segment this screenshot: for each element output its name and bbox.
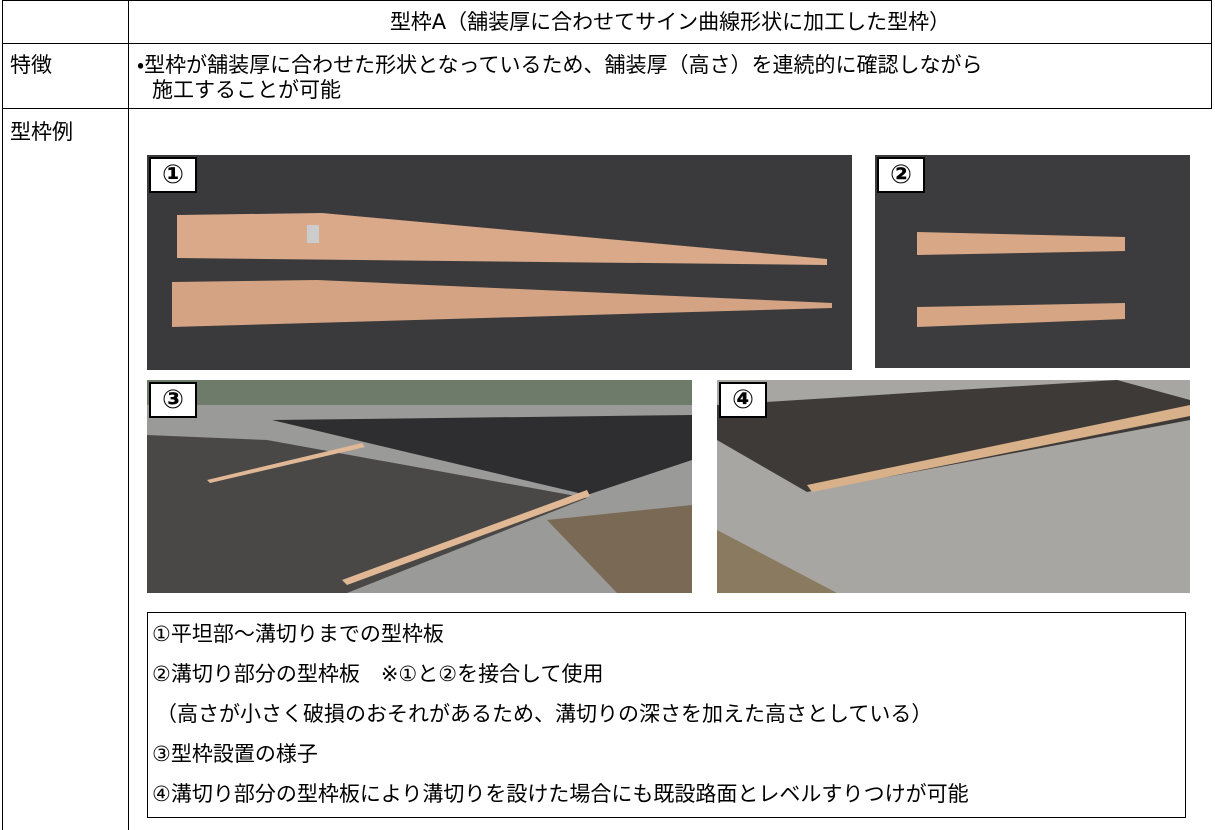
row-label: 型枠例 xyxy=(10,120,73,144)
notes-box: ①平坦部～溝切りまでの型枠板 ②溝切り部分の型枠板 ※①と②を接合して使用 （高… xyxy=(147,612,1186,818)
photo-image xyxy=(147,380,692,593)
row-label: 特徴 xyxy=(10,53,52,77)
header-title: 型枠A（舗装厚に合わせてサイン曲線形状に加工した型枠） xyxy=(389,10,951,34)
photo: ② xyxy=(875,155,1190,368)
border xyxy=(2,0,1212,1)
note: ③型枠設置の様子 xyxy=(152,742,318,766)
photo-image xyxy=(147,155,852,370)
photo: ① xyxy=(147,155,852,370)
photo: ③ xyxy=(147,380,692,593)
photo-label: ③ xyxy=(149,382,197,418)
border xyxy=(2,43,1212,44)
photo-label: ④ xyxy=(719,382,767,418)
photo-image xyxy=(717,380,1190,593)
note: （高さが小さく破損のおそれがあるため、溝切りの深さを加えた高さとしている） xyxy=(156,702,933,726)
border xyxy=(128,0,129,830)
note: ②溝切り部分の型枠板 ※①と②を接合して使用 xyxy=(152,662,604,686)
border xyxy=(2,0,3,830)
photo-image xyxy=(875,155,1190,368)
feature-text: 施工することが可能 xyxy=(152,78,341,102)
note: ④溝切り部分の型枠板により溝切りを設けた場合にも既設路面とレベルすりつけが可能 xyxy=(152,782,969,806)
photo-label: ② xyxy=(877,157,925,193)
note: ①平坦部～溝切りまでの型枠板 xyxy=(152,622,444,646)
border xyxy=(2,108,1212,109)
border xyxy=(1211,0,1212,108)
feature-text: ・型枠が舗装厚に合わせた形状となっているため、舗装厚（高さ）を連続的に確認しなが… xyxy=(137,53,983,77)
photo-label: ① xyxy=(149,157,197,193)
photo: ④ xyxy=(717,380,1190,593)
